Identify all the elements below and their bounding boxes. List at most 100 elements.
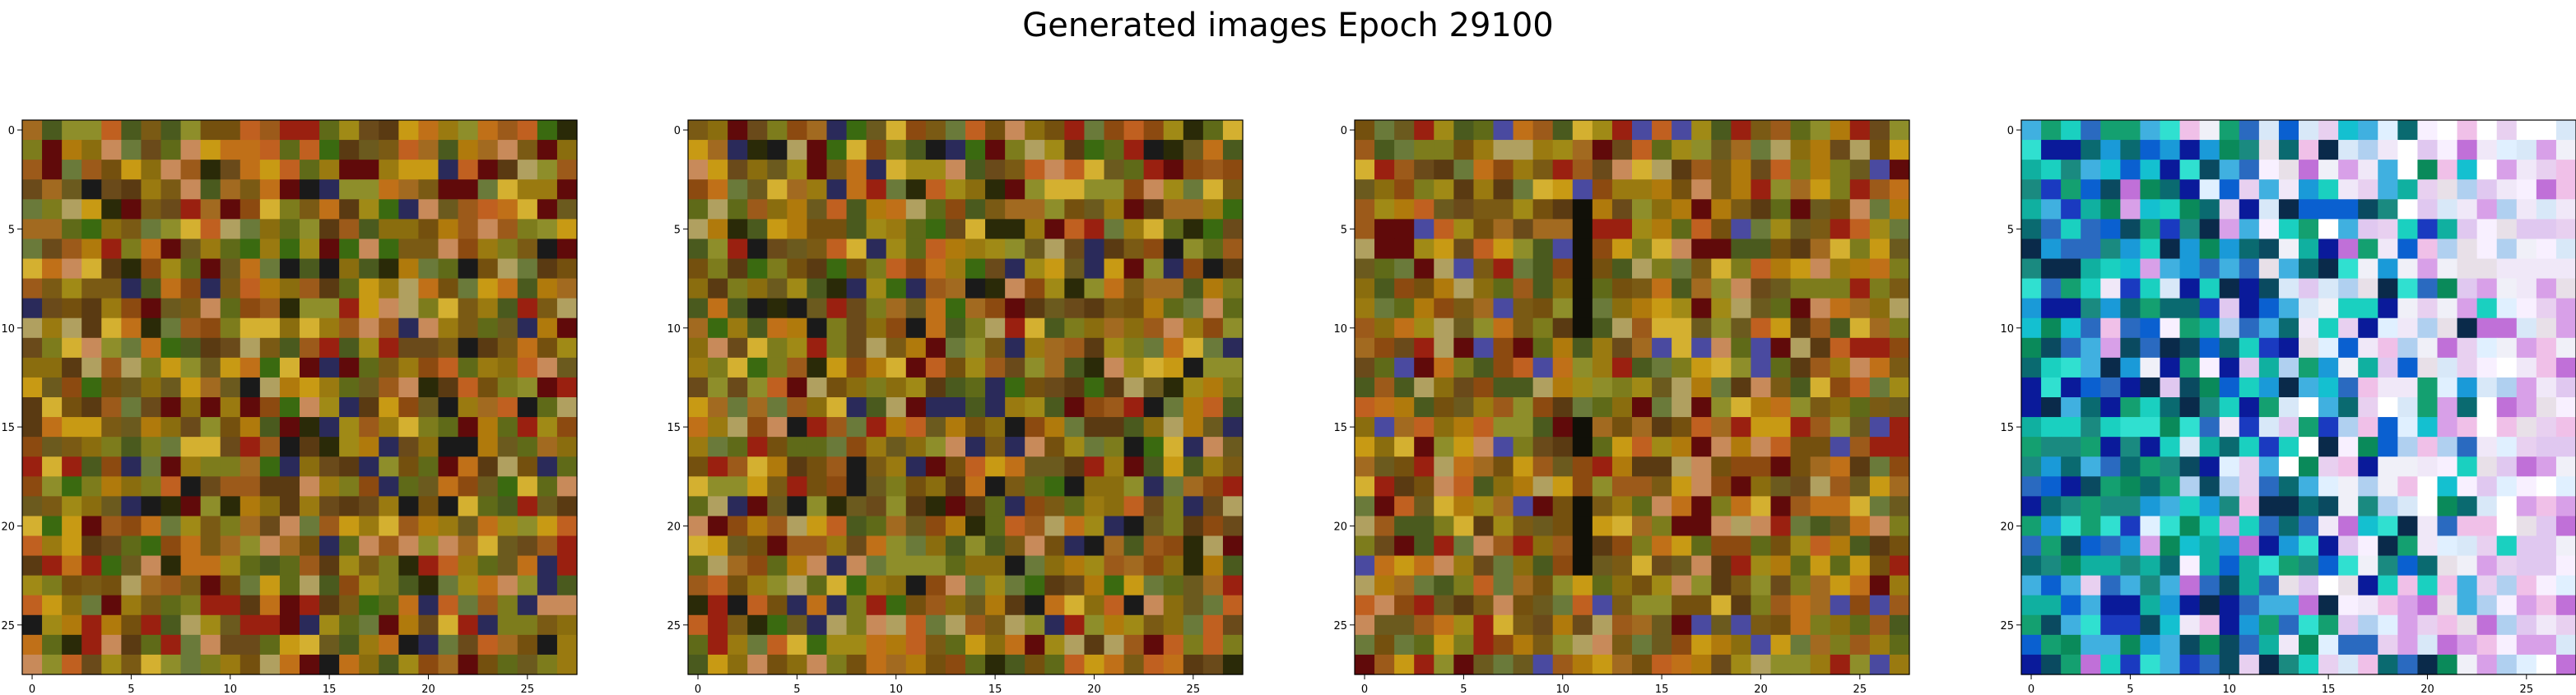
pixel-cell — [1355, 634, 1375, 656]
pixel-cell — [62, 476, 82, 497]
pixel-cell — [438, 535, 459, 557]
pixel-cell — [2219, 516, 2240, 537]
pixel-cell — [2555, 219, 2576, 240]
pixel-cell — [458, 317, 479, 339]
pixel-cell — [886, 337, 907, 359]
pixel-cell — [2120, 595, 2141, 616]
y-tick-label: 15 — [667, 422, 681, 434]
pixel-cell — [379, 258, 399, 280]
pixel-cell — [2041, 397, 2062, 418]
pixel-cell — [1183, 397, 1204, 418]
pixel-cell — [537, 437, 558, 457]
pixel-cell — [239, 595, 261, 616]
pixel-cell — [2437, 456, 2458, 477]
pixel-cell — [2199, 417, 2220, 438]
pixel-cell — [1513, 120, 1534, 141]
pixel-cell — [1611, 535, 1633, 557]
pixel-cell — [1453, 258, 1475, 280]
pixel-cell — [1374, 179, 1395, 200]
pixel-cell — [925, 535, 946, 557]
pixel-cell — [180, 654, 202, 675]
pixel-cell — [180, 516, 202, 537]
pixel-cell — [2100, 219, 2121, 240]
pixel-cell — [556, 120, 578, 141]
pixel-cell — [1434, 239, 1454, 260]
pixel-cell — [826, 476, 848, 497]
pixel-cell — [1183, 476, 1204, 497]
pixel-cell — [1163, 476, 1184, 497]
pixel-cell — [728, 278, 748, 299]
pixel-cell — [160, 337, 182, 359]
pixel-cell — [1374, 278, 1395, 299]
pixel-cell — [2021, 595, 2042, 616]
pixel-cell — [1084, 496, 1105, 517]
pixel-cell — [1810, 456, 1831, 477]
pixel-cell — [1513, 535, 1534, 557]
pixel-cell — [1592, 337, 1613, 359]
pixel-cell — [2318, 239, 2339, 260]
pixel-cell — [438, 160, 459, 180]
pixel-cell — [477, 120, 499, 141]
pixel-cell — [279, 516, 300, 537]
pixel-cell — [1731, 535, 1752, 557]
pixel-cell — [1691, 357, 1712, 378]
pixel-cell — [1889, 397, 1910, 418]
pixel-cell — [1532, 357, 1554, 378]
pixel-cell — [2081, 575, 2101, 596]
pixel-cell — [1711, 654, 1732, 675]
pixel-cell — [1025, 535, 1045, 557]
pixel-cell — [517, 614, 538, 636]
pixel-cell — [2061, 535, 2081, 557]
pixel-cell — [728, 634, 748, 656]
pixel-cell — [1830, 614, 1851, 636]
pixel-cell — [2041, 258, 2062, 280]
pixel-cell — [708, 317, 728, 339]
pixel-cell — [2100, 397, 2121, 418]
pixel-cell — [2160, 535, 2181, 557]
pixel-cell — [1889, 456, 1910, 477]
pixel-cell — [1691, 634, 1712, 656]
pixel-cell — [1025, 278, 1045, 299]
pixel-cell — [1552, 456, 1574, 477]
pixel-cell — [1394, 555, 1415, 577]
y-tick-label: 5 — [8, 224, 15, 236]
pixel-cell — [2199, 654, 2220, 675]
pixel-cell — [279, 555, 300, 577]
pixel-cell — [517, 634, 538, 656]
pixel-cell — [1434, 417, 1454, 438]
pixel-cell — [747, 357, 768, 378]
pixel-cell — [1374, 575, 1395, 596]
pixel-cell — [1810, 140, 1831, 160]
pixel-cell — [497, 337, 518, 359]
pixel-cell — [300, 317, 320, 339]
pixel-cell — [2476, 199, 2498, 220]
pixel-cell — [42, 516, 63, 537]
pixel-cell — [747, 179, 768, 200]
pixel-cell — [1810, 437, 1831, 457]
pixel-cell — [62, 140, 82, 160]
pixel-cell — [1790, 496, 1811, 517]
pixel-cell — [2100, 535, 2121, 557]
pixel-cell — [2179, 437, 2201, 457]
pixel-cell — [1810, 654, 1831, 675]
pixel-cell — [2496, 634, 2518, 656]
pixel-cell — [2338, 239, 2359, 260]
pixel-cell — [180, 397, 202, 418]
pixel-cell — [2397, 199, 2419, 220]
pixel-cell — [2437, 357, 2458, 378]
pixel-cell — [2476, 654, 2498, 675]
pixel-cell — [2061, 654, 2081, 675]
pixel-cell — [2476, 535, 2498, 557]
pixel-cell — [62, 120, 82, 141]
pixel-cell — [1611, 476, 1633, 497]
pixel-cell — [101, 397, 122, 418]
pixel-cell — [2437, 496, 2458, 517]
pixel-cell — [2338, 179, 2359, 200]
pixel-cell — [497, 120, 518, 141]
pixel-cell — [379, 199, 399, 220]
pixel-cell — [477, 219, 499, 240]
pixel-cell — [925, 357, 946, 378]
pixel-cell — [438, 397, 459, 418]
pixel-cell — [1493, 298, 1514, 319]
pixel-cell — [2041, 298, 2062, 319]
